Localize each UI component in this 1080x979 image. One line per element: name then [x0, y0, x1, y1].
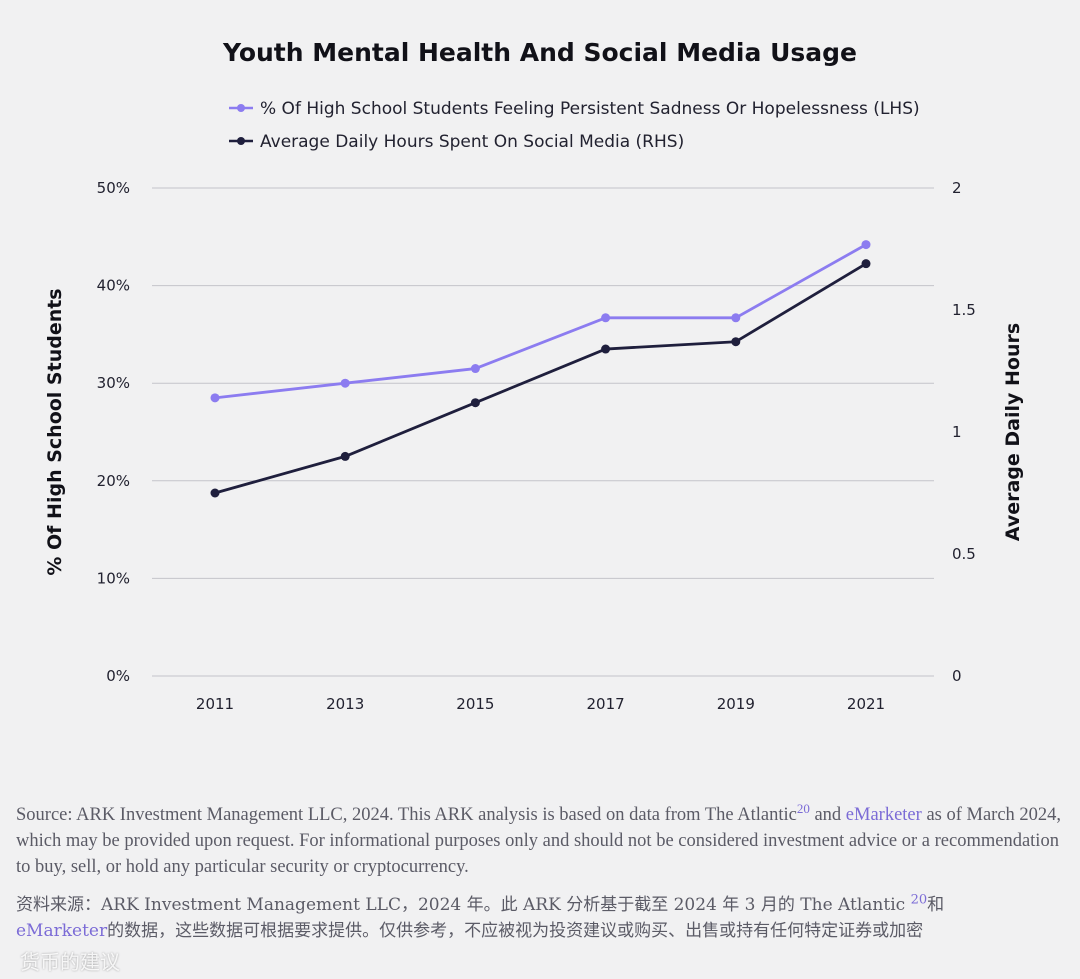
data-point [470, 364, 480, 374]
legend: % Of High School Students Feeling Persis… [229, 99, 920, 152]
legend-item-hours: Average Daily Hours Spent On Social Medi… [229, 132, 684, 152]
x-tick-label: 2021 [847, 695, 885, 713]
y-tick-right-label: 2 [952, 179, 962, 197]
source-zh-suffix: 的数据，这些数据可根据要求提供。仅供参考，不应被视为投资建议或购买、出售或持有任… [107, 921, 924, 941]
watermark: 货币的建议 [20, 950, 120, 974]
data-point [861, 240, 871, 250]
x-axis-ticks: 2011 2013 2015 2017 2019 2021 [196, 695, 885, 713]
y-tick-left-label: 0% [106, 667, 130, 685]
data-point [601, 344, 611, 354]
y-tick-left-label: 30% [97, 374, 130, 392]
x-tick-label: 2011 [196, 695, 234, 713]
data-point [210, 488, 220, 498]
y-tick-left-label: 50% [97, 179, 130, 197]
chart: Youth Mental Health And Social Media Usa… [44, 38, 1024, 713]
data-point [731, 337, 741, 347]
data-point [340, 378, 350, 388]
x-tick-label: 2019 [717, 695, 755, 713]
data-point [210, 393, 220, 403]
y-tick-left-label: 40% [97, 277, 130, 295]
series-line [213, 262, 868, 495]
source-zh-emarketer-link[interactable]: eMarketer [16, 921, 108, 941]
x-tick-label: 2017 [587, 695, 625, 713]
data-point [601, 313, 611, 323]
legend-label-hours: Average Daily Hours Spent On Social Medi… [260, 132, 684, 152]
source-note-zh: 资料来源：ARK Investment Management LLC，2024 … [16, 892, 1066, 944]
y-tick-left-label: 10% [97, 569, 130, 587]
series-layer [210, 240, 871, 498]
source-zh-and: 和 [927, 895, 945, 915]
y-tick-right-label: 1.5 [952, 301, 976, 319]
legend-marker-hours [237, 137, 245, 145]
y-tick-left-label: 20% [97, 472, 130, 490]
y-axis-right-label: Average Daily Hours [1002, 323, 1024, 541]
data-point [470, 398, 480, 408]
y-tick-right-label: 0 [952, 667, 962, 685]
source-en-suffix: as of March 2024, which may be provided … [16, 805, 1062, 877]
data-point [861, 259, 871, 269]
source-en-emarketer-link[interactable]: eMarketer [845, 805, 922, 825]
y-axis-right-ticks: 0 0.5 1 1.5 2 [952, 179, 976, 685]
data-point [731, 313, 741, 323]
legend-label-sadness: % Of High School Students Feeling Persis… [260, 99, 920, 119]
source-zh-prefix: 资料来源：ARK Investment Management LLC，2024 … [16, 895, 911, 915]
source-en-and: and [809, 805, 846, 825]
series-line [213, 243, 868, 400]
source-note-en: Source: ARK Investment Management LLC, 2… [16, 802, 1066, 880]
source-en-prefix: Source: ARK Investment Management LLC, 2… [16, 805, 797, 825]
series-hours [210, 259, 871, 498]
legend-item-sadness: % Of High School Students Feeling Persis… [229, 99, 920, 119]
gridlines [152, 187, 934, 677]
data-point [340, 451, 350, 461]
source-en-ref[interactable]: 20 [796, 800, 810, 816]
source-zh-ref[interactable]: 20 [910, 892, 928, 908]
x-tick-label: 2015 [456, 695, 494, 713]
y-tick-right-label: 0.5 [952, 545, 976, 563]
y-tick-right-label: 1 [952, 423, 962, 441]
y-axis-left-label: % Of High School Students [44, 288, 66, 575]
legend-marker-sadness [237, 104, 245, 112]
series-sadness [210, 240, 871, 403]
chart-title: Youth Mental Health And Social Media Usa… [222, 38, 857, 67]
y-axis-left-ticks: 0% 10% 20% 30% 40% 50% [97, 179, 130, 685]
x-tick-label: 2013 [326, 695, 364, 713]
